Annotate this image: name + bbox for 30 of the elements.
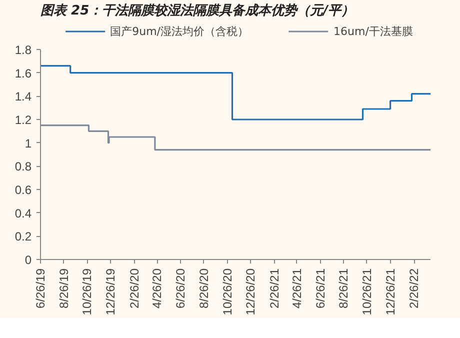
y-tick-label: 0.6: [14, 183, 32, 197]
y-tick-label: 1: [24, 136, 32, 150]
y-tick-label: 1.6: [14, 66, 32, 80]
x-tick-label: 2/26/22: [407, 268, 422, 309]
y-tick-label: 1.4: [14, 90, 32, 104]
y-tick-label: 1.8: [14, 43, 32, 57]
x-tick-label: 2/26/20: [127, 268, 142, 309]
x-tick-label: 10/26/21: [360, 268, 374, 316]
x-tick-label: 10/26/20: [220, 268, 234, 316]
x-tick-label: 2/26/21: [267, 268, 282, 309]
y-tick-label: 0.8: [14, 160, 32, 174]
legend-label: 国产9um/湿法均价（含税）: [110, 24, 249, 38]
y-tick-label: 0.4: [14, 206, 32, 220]
x-tick-label: 8/26/19: [56, 268, 71, 309]
x-tick-label: 6/26/20: [174, 268, 188, 309]
x-tick-label: 4/26/20: [150, 268, 164, 309]
legend-label: 16um/干法基膜: [334, 24, 413, 38]
x-tick-label: 8/26/21: [336, 268, 351, 309]
x-tick-label: 12/26/20: [244, 268, 258, 316]
x-tick-label: 10/26/19: [80, 268, 94, 316]
y-tick-label: 1.2: [14, 113, 32, 127]
x-tick-label: 12/26/19: [104, 268, 118, 316]
y-tick-label: 0.2: [14, 230, 32, 244]
x-tick-label: 6/26/19: [34, 268, 48, 309]
x-tick-label: 12/26/21: [383, 268, 398, 316]
x-tick-label: 8/26/20: [196, 268, 211, 309]
x-tick-label: 6/26/21: [313, 268, 328, 309]
chart-title: 图表 25：干法隔膜较湿法隔膜具备成本优势（元/平）: [40, 2, 354, 18]
x-tick-label: 4/26/21: [290, 268, 304, 309]
y-tick-label: 0: [24, 253, 32, 267]
